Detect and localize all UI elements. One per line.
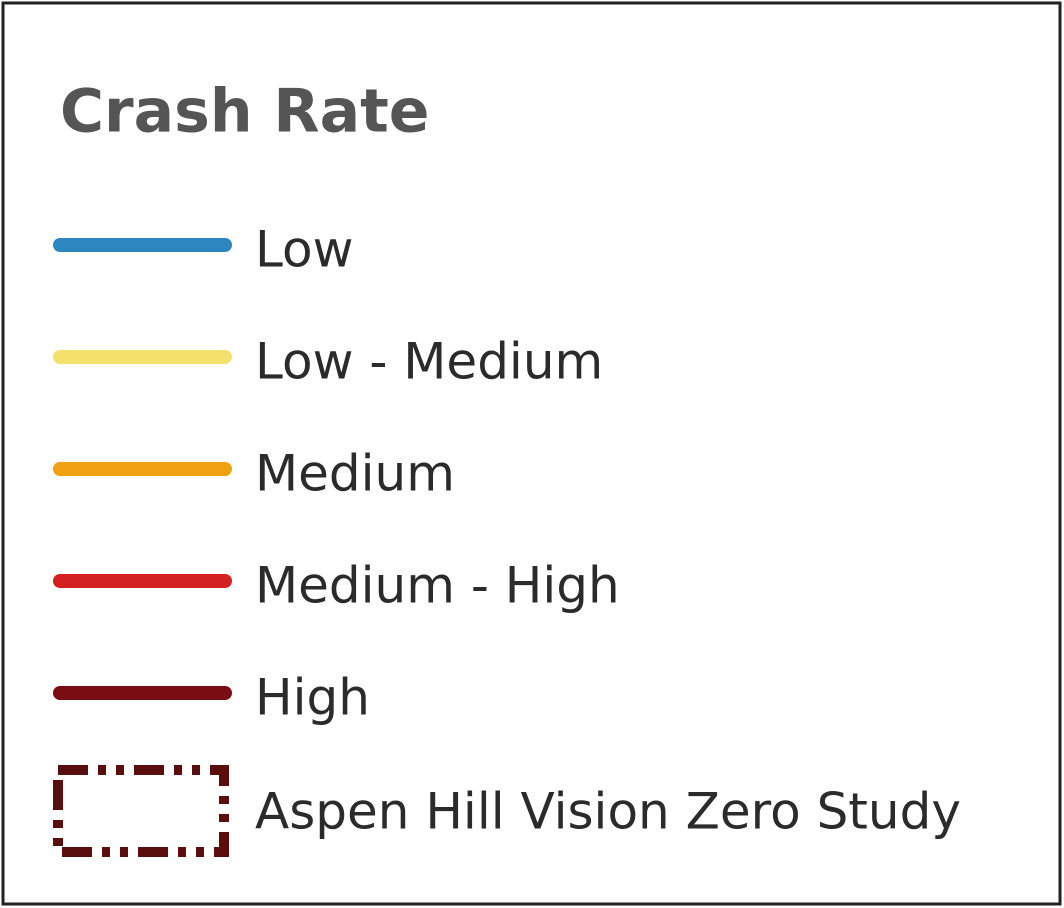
boundary-swatch [53,765,229,857]
legend-label: Low - Medium [255,333,603,391]
legend-label: Medium - High [255,557,620,615]
legend-label: Low [255,221,353,279]
legend-label: High [255,669,370,727]
boundary-label: Aspen Hill Vision Zero Study [255,783,961,841]
legend-title: Crash Rate [60,77,430,147]
legend-label: Medium [255,445,455,503]
